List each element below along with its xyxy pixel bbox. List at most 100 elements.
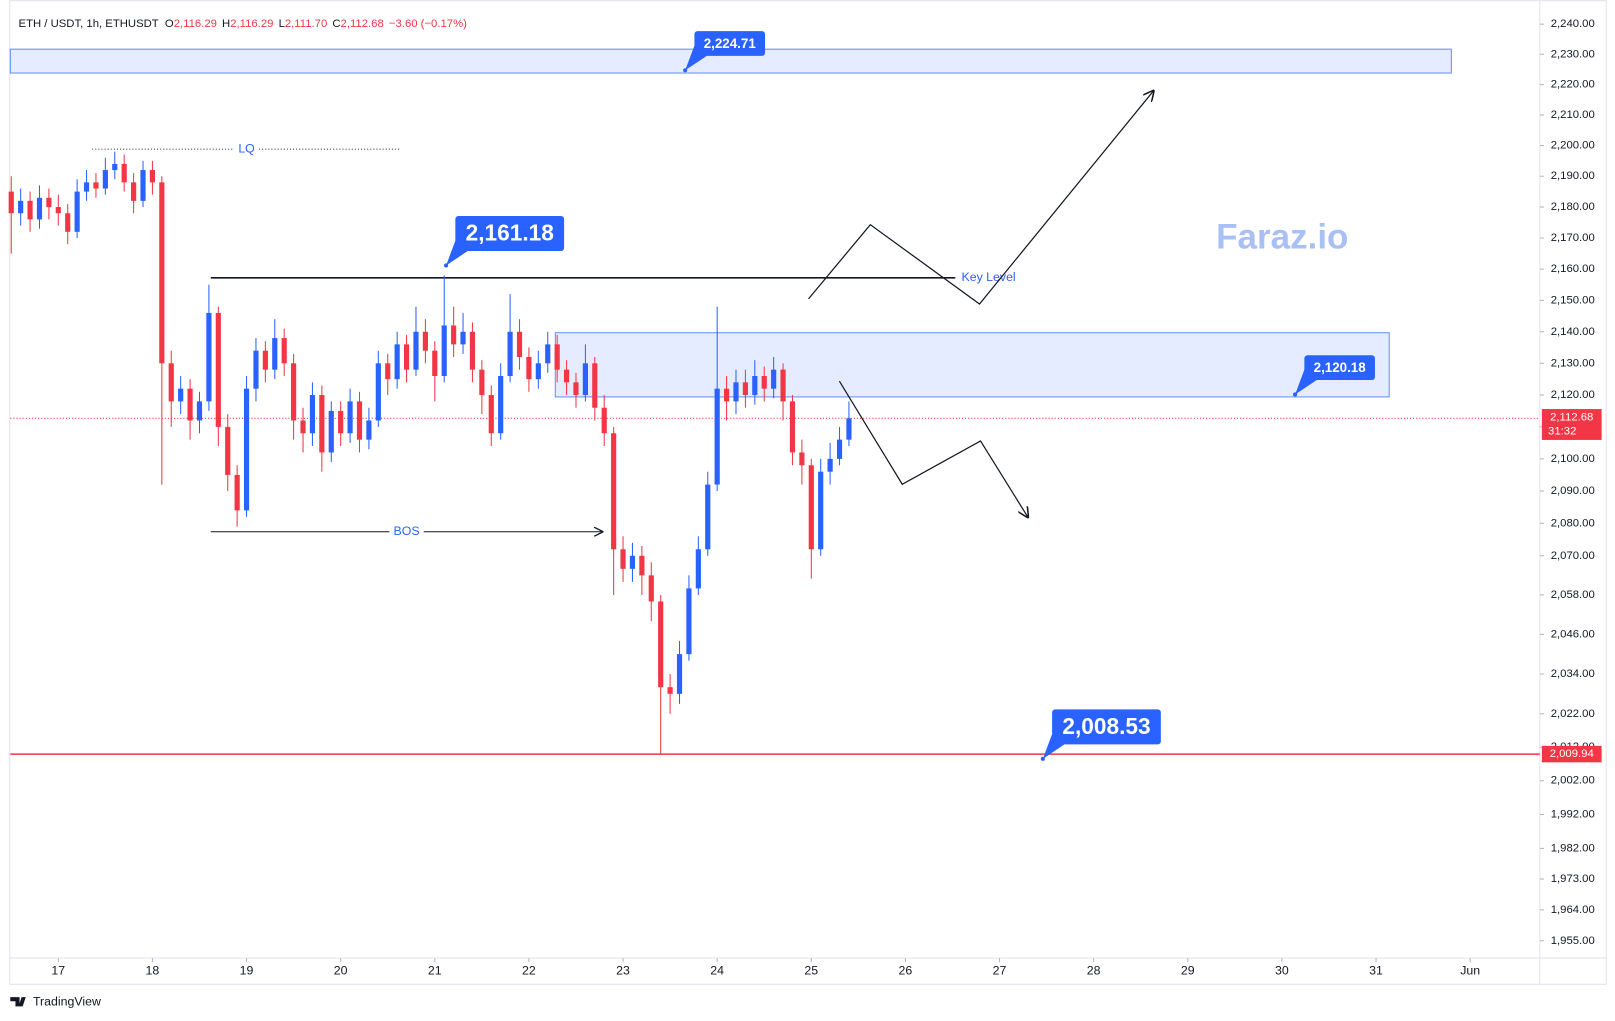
candle-body bbox=[554, 344, 560, 370]
candle-body bbox=[272, 338, 278, 370]
candle-body bbox=[639, 555, 645, 576]
x-tick-label: 23 bbox=[616, 964, 630, 978]
candle-body bbox=[761, 375, 767, 389]
candle-body bbox=[658, 601, 664, 688]
candle-body bbox=[808, 465, 814, 550]
level-label-bg bbox=[234, 140, 259, 158]
header-text: 2,111.70 bbox=[285, 18, 327, 30]
y-tick-label: 2,002.00 bbox=[1551, 775, 1595, 787]
callout: 2,224.71 bbox=[683, 31, 766, 73]
candle-body bbox=[74, 191, 80, 232]
candle-body bbox=[140, 170, 146, 201]
candle-body bbox=[65, 213, 71, 232]
candle-body bbox=[742, 382, 748, 396]
last-price-label: 2,112.68 bbox=[1550, 411, 1593, 423]
y-tick-label: 2,220.00 bbox=[1551, 79, 1595, 91]
projection-up bbox=[808, 91, 1154, 305]
x-tick-label: 25 bbox=[804, 964, 818, 978]
level-label: LQ bbox=[238, 141, 255, 155]
y-tick-label: 2,140.00 bbox=[1551, 326, 1595, 338]
candle-body bbox=[168, 363, 174, 402]
y-tick-label: 2,240.00 bbox=[1551, 18, 1595, 30]
callout: 2,008.53 bbox=[1040, 709, 1161, 761]
candle-body bbox=[281, 338, 287, 364]
candle-body bbox=[36, 197, 43, 220]
candle-body bbox=[215, 312, 221, 427]
y-tick-label: 2,080.00 bbox=[1551, 517, 1595, 529]
candle-body bbox=[196, 401, 203, 421]
y-tick-label: 2,058.00 bbox=[1551, 589, 1595, 601]
callout-label: 2,161.18 bbox=[466, 220, 554, 246]
callouts: 2,224.71 2,161.18 2,120.18 2,008.53 bbox=[444, 31, 1375, 761]
candle-body bbox=[563, 369, 570, 383]
header-text: ETH / USDT, 1h, ETHUSDT bbox=[19, 18, 159, 30]
level-price-label: 2,009.94 bbox=[1550, 748, 1594, 760]
y-tick-label: 2,090.00 bbox=[1551, 485, 1595, 497]
y-tick-label: 2,180.00 bbox=[1551, 201, 1595, 213]
y-tick-label: 1,982.00 bbox=[1551, 842, 1595, 854]
y-tick-label: 1,964.00 bbox=[1551, 904, 1595, 916]
y-tick-label: 1,973.00 bbox=[1551, 873, 1595, 885]
x-tick-label: 26 bbox=[899, 964, 913, 978]
x-tick-label: 19 bbox=[240, 964, 254, 978]
candle-body bbox=[93, 182, 99, 189]
candle-body bbox=[789, 401, 796, 453]
candle-body bbox=[262, 350, 268, 370]
y-tick-label: 2,022.00 bbox=[1551, 708, 1595, 720]
watermark: Faraz.io bbox=[1216, 217, 1348, 256]
callout-box bbox=[1052, 709, 1161, 745]
candle-body bbox=[620, 549, 626, 569]
y-tick-label: 2,210.00 bbox=[1551, 109, 1595, 121]
candle-body bbox=[131, 182, 137, 201]
callout-anchor bbox=[683, 68, 688, 73]
candle-body bbox=[723, 388, 730, 402]
candle-body bbox=[592, 363, 598, 408]
candle-body bbox=[159, 182, 165, 364]
candle-body bbox=[83, 182, 90, 192]
level-label-bg bbox=[389, 523, 424, 540]
zone bbox=[554, 332, 1390, 398]
candle-body bbox=[771, 369, 777, 389]
x-tick-label: 29 bbox=[1181, 964, 1195, 978]
candle-body bbox=[347, 401, 353, 434]
candle-body bbox=[394, 344, 400, 380]
y-tick-label: 2,130.00 bbox=[1551, 357, 1595, 369]
brand-name: TradingView bbox=[33, 995, 101, 1009]
candle-body bbox=[648, 575, 654, 602]
candle-body bbox=[112, 163, 118, 171]
candle-body bbox=[695, 549, 701, 589]
candle-body bbox=[253, 350, 259, 389]
x-tick-label: 21 bbox=[428, 964, 442, 978]
candle-body bbox=[441, 325, 447, 376]
candle-body bbox=[338, 410, 344, 434]
callout-label: 2,120.18 bbox=[1314, 360, 1367, 375]
callout-anchor bbox=[1040, 756, 1045, 761]
callout: 2,120.18 bbox=[1293, 355, 1375, 397]
candle-body bbox=[469, 331, 476, 370]
header-text: O bbox=[165, 18, 174, 30]
countdown-label: 31:32 bbox=[1548, 426, 1576, 438]
x-tick-label: 31 bbox=[1369, 964, 1383, 978]
x-tick-label: 22 bbox=[522, 964, 536, 978]
callout-label: 2,008.53 bbox=[1062, 713, 1150, 739]
candle-body bbox=[291, 363, 297, 421]
candle-body bbox=[836, 439, 843, 459]
y-tick-label: 2,230.00 bbox=[1551, 48, 1595, 60]
last-price-box bbox=[1541, 409, 1602, 440]
candle-body bbox=[526, 357, 532, 380]
axes: 2,240.00 2,230.00 2,220.00 2,210.00 2,200.00… bbox=[51, 18, 1602, 978]
candle-body bbox=[686, 588, 692, 655]
candle-body bbox=[752, 375, 758, 396]
candle-body bbox=[234, 474, 240, 511]
candle-body bbox=[846, 418, 852, 440]
callout-box bbox=[694, 31, 766, 56]
candle-body bbox=[27, 200, 33, 220]
y-tick-label: 2,170.00 bbox=[1551, 232, 1595, 244]
x-tick-label: 24 bbox=[710, 964, 724, 978]
header: ETH / USDT, 1h, ETHUSDT O 2,116.29 H 2,116.2… bbox=[19, 18, 468, 30]
candle-body bbox=[432, 350, 438, 376]
callout-anchor bbox=[1293, 392, 1298, 397]
candle-body bbox=[385, 363, 391, 380]
